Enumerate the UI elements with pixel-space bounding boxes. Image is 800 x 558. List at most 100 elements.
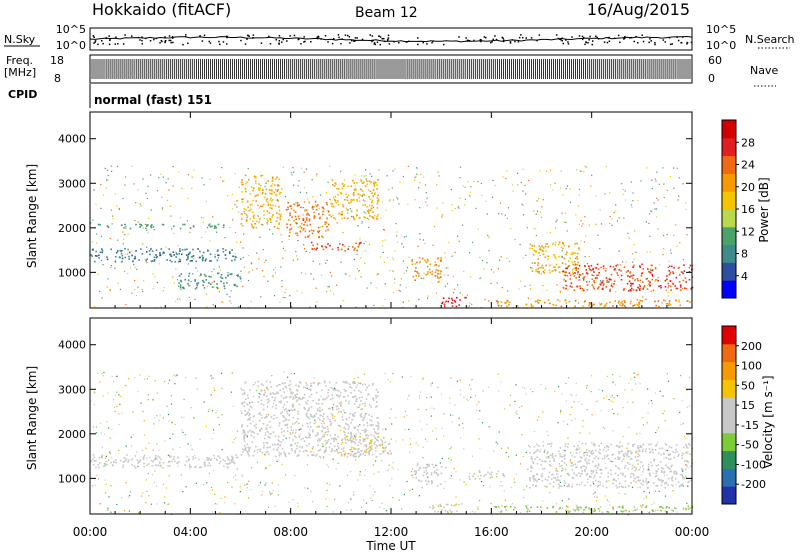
echo-point <box>246 444 248 446</box>
echo-point <box>232 373 233 374</box>
echo-point <box>407 398 408 399</box>
echo-point <box>269 433 271 435</box>
echo-point <box>122 467 124 469</box>
echo-point <box>421 278 422 279</box>
echo-point <box>144 455 146 457</box>
echo-point <box>377 197 379 199</box>
echo-point <box>615 269 617 271</box>
noise-point <box>349 42 351 44</box>
echo-point <box>293 260 294 261</box>
echo-point <box>94 457 96 459</box>
echo-point <box>439 273 441 275</box>
echo-point <box>102 252 104 254</box>
echo-point <box>598 287 599 288</box>
echo-point <box>110 289 111 290</box>
echo-point <box>576 466 578 468</box>
echo-point <box>609 302 611 304</box>
echo-point <box>287 424 289 426</box>
echo-point <box>524 489 525 490</box>
echo-point <box>267 447 269 449</box>
echo-point <box>451 475 452 476</box>
echo-point <box>534 245 536 247</box>
echo-point <box>565 280 567 282</box>
echo-point <box>216 283 218 285</box>
noise-point <box>579 35 581 37</box>
echo-point <box>320 449 322 451</box>
echo-point <box>360 443 362 445</box>
echo-point <box>365 169 366 170</box>
echo-point <box>578 401 579 402</box>
echo-point <box>204 463 206 465</box>
noise-point <box>226 37 228 39</box>
noise-point <box>345 34 347 36</box>
echo-point <box>685 281 687 283</box>
echo-point <box>153 226 155 228</box>
echo-point <box>269 421 271 423</box>
echo-point <box>309 219 311 221</box>
echo-point <box>583 455 585 457</box>
echo-point <box>640 483 642 485</box>
noise-point <box>341 38 343 40</box>
noise-point <box>503 41 505 43</box>
echo-point <box>102 455 104 457</box>
echo-point <box>558 451 560 453</box>
echo-point <box>294 373 295 374</box>
echo-point <box>532 477 534 479</box>
echo-point <box>170 438 171 439</box>
echo-point <box>136 295 137 296</box>
echo-point <box>399 500 400 501</box>
echo-point <box>326 202 328 204</box>
echo-point <box>145 228 147 230</box>
echo-point <box>676 484 677 485</box>
echo-point <box>211 375 212 376</box>
echo-point <box>316 288 317 289</box>
noise-point <box>164 36 166 38</box>
echo-point <box>227 275 229 277</box>
echo-point <box>581 404 582 405</box>
echo-point <box>379 445 381 447</box>
echo-point <box>244 401 246 403</box>
echo-point <box>249 271 250 272</box>
echo-point <box>134 258 136 260</box>
echo-point <box>128 256 130 258</box>
echo-point <box>189 464 191 466</box>
echo-point <box>386 510 387 511</box>
echo-point <box>210 179 211 180</box>
echo-point <box>206 459 208 461</box>
echo-point <box>344 217 346 219</box>
echo-point <box>308 202 310 204</box>
echo-point <box>332 409 334 411</box>
echo-point <box>155 254 157 256</box>
echo-point <box>343 450 345 452</box>
echo-point <box>434 511 436 513</box>
echo-point <box>648 403 649 404</box>
echo-point <box>501 256 502 257</box>
echo-point <box>638 200 639 201</box>
echo-point <box>376 401 378 403</box>
echo-point <box>625 481 627 483</box>
echo-point <box>214 281 216 283</box>
echo-point <box>685 508 687 510</box>
echo-point <box>310 389 312 391</box>
echo-point <box>346 423 348 425</box>
echo-point <box>335 202 337 204</box>
echo-point <box>577 273 578 274</box>
echo-point <box>223 180 224 181</box>
echo-point <box>175 261 177 263</box>
echo-point <box>648 223 649 224</box>
echo-point <box>264 454 265 455</box>
echo-point <box>348 195 350 197</box>
echo-point <box>213 429 214 430</box>
echo-point <box>342 419 344 421</box>
noise-point <box>608 37 610 39</box>
echo-point <box>339 243 341 245</box>
echo-point <box>376 389 378 391</box>
noise-point <box>185 36 187 38</box>
echo-point <box>595 480 597 482</box>
echo-point <box>286 227 288 229</box>
echo-point <box>592 284 594 286</box>
echo-point <box>639 284 640 285</box>
echo-point <box>281 395 283 397</box>
echo-point <box>567 438 568 439</box>
